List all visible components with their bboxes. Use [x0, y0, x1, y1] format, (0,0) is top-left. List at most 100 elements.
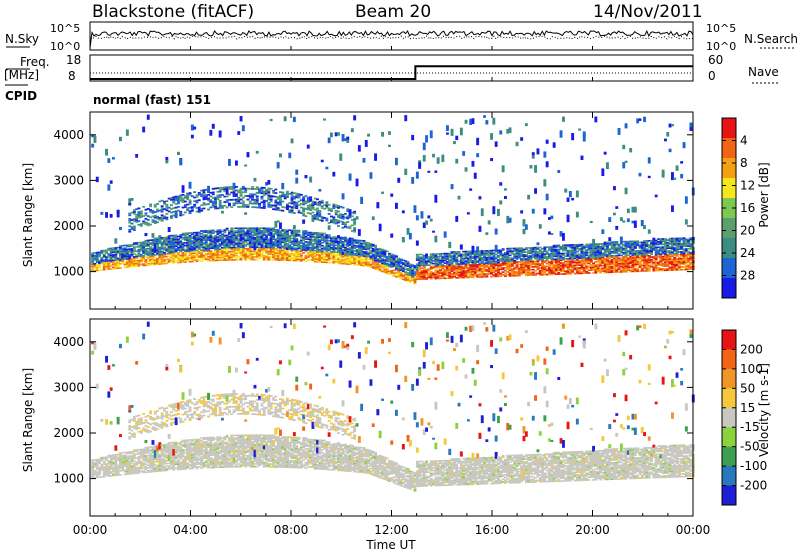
power-cell [267, 228, 271, 231]
power-cell [429, 258, 433, 261]
power-cell [286, 234, 289, 237]
power-cell [374, 253, 377, 255]
power-cell [320, 199, 324, 202]
power-cell [408, 266, 412, 268]
power-cell [515, 257, 519, 259]
power-cell [325, 239, 329, 242]
power-cell [292, 192, 296, 194]
power-cell [601, 256, 605, 259]
power-cell [425, 274, 428, 276]
power-cell [272, 253, 275, 256]
power-cell [267, 198, 271, 201]
power-cell [274, 257, 278, 260]
power-cell [415, 267, 419, 270]
power-cell [302, 243, 306, 246]
power-cell [455, 259, 459, 261]
power-cell [344, 260, 347, 262]
power-cell [490, 260, 493, 263]
power-cell [202, 249, 206, 251]
power-cell [594, 269, 598, 271]
power-cell [376, 267, 380, 270]
power-cell [116, 263, 120, 265]
power-cell [313, 203, 317, 205]
power-cell [202, 254, 206, 257]
power-cell [515, 253, 519, 255]
power-cell [302, 201, 306, 204]
power-cell [216, 236, 220, 238]
power-cell [522, 269, 526, 271]
power-cell [575, 250, 579, 253]
power-cell [515, 274, 519, 277]
power-cell [418, 260, 422, 263]
power-cell [385, 256, 389, 258]
power-cell [369, 258, 373, 260]
power-cell [613, 271, 616, 273]
power-cell [606, 251, 609, 253]
power-cell [364, 243, 368, 245]
power-cell [102, 267, 106, 270]
power-cell [344, 261, 347, 264]
power-cell [267, 196, 271, 199]
power-cell [309, 237, 313, 239]
power-cell [153, 243, 157, 251]
power-cell [274, 233, 278, 235]
power-cell [552, 268, 556, 270]
power-cell [237, 259, 241, 261]
power-cell [304, 230, 308, 232]
power-cell [485, 273, 489, 275]
power-cell [448, 277, 452, 279]
power-cell [177, 151, 180, 155]
power-cell [497, 267, 500, 269]
power-cell [439, 262, 442, 265]
power-cell [181, 234, 185, 236]
power-cell [112, 157, 115, 160]
power-cell [392, 272, 396, 274]
power-cell [383, 266, 387, 268]
power-cell [214, 196, 217, 199]
power-cell [499, 274, 503, 276]
power-cell [406, 228, 410, 235]
power-cell [332, 259, 336, 261]
power-cell [163, 260, 166, 262]
power-cell [158, 235, 162, 243]
power-cell [422, 260, 426, 262]
power-cell [617, 247, 621, 250]
power-cell [485, 256, 489, 259]
power-cell [408, 271, 412, 274]
power-cell [455, 262, 459, 264]
power-cell [624, 187, 628, 195]
power-cell [306, 201, 310, 203]
power-cell [132, 249, 136, 251]
power-cell [177, 253, 180, 256]
power-cell [425, 257, 428, 260]
power-cell [596, 255, 600, 258]
power-cell [160, 219, 164, 222]
power-cell [599, 243, 602, 245]
power-cell [619, 262, 623, 265]
power-cell [455, 215, 459, 222]
power-cell [167, 244, 171, 247]
power-cell [573, 249, 577, 252]
power-cell [490, 252, 493, 255]
date-title: 14/Nov/2011 [593, 2, 703, 22]
power-cell [197, 250, 201, 253]
power-cell [422, 155, 426, 162]
power-cell [251, 247, 255, 250]
power-cell [177, 257, 180, 260]
power-cell [599, 254, 602, 256]
power-cell [116, 249, 120, 252]
power-cell [469, 264, 473, 266]
power-cell [508, 272, 512, 274]
power-cell [578, 263, 582, 265]
power-cell [613, 252, 616, 254]
power-cell [279, 236, 282, 238]
power-cell [253, 232, 257, 235]
power-cell [177, 235, 180, 238]
power-cell [193, 247, 197, 249]
power-cell [237, 189, 241, 192]
power-cell [371, 261, 375, 264]
power-cell [510, 270, 514, 273]
power-cell [619, 246, 623, 248]
power-cell [309, 241, 313, 243]
power-cell [476, 264, 480, 266]
